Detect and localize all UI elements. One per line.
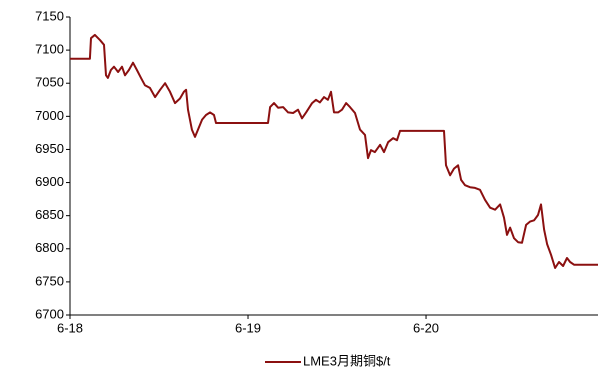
y-tick-label: 7150 — [35, 8, 64, 23]
x-tick-label: 6-20 — [413, 320, 439, 335]
legend-label: LME3月期铜$/t — [303, 353, 391, 368]
y-tick-label: 7000 — [35, 108, 64, 123]
y-tick-label: 6850 — [35, 207, 64, 222]
y-tick-label: 6750 — [35, 273, 64, 288]
x-tick-label: 6-19 — [235, 320, 261, 335]
x-tick-label: 6-18 — [57, 320, 83, 335]
y-tick-label: 6800 — [35, 240, 64, 255]
y-tick-label: 7100 — [35, 42, 64, 57]
y-tick-label: 6950 — [35, 141, 64, 156]
line-series — [70, 33, 598, 269]
y-tick-label: 7050 — [35, 75, 64, 90]
y-tick-label: 6700 — [35, 306, 64, 321]
y-tick-label: 6900 — [35, 174, 64, 189]
